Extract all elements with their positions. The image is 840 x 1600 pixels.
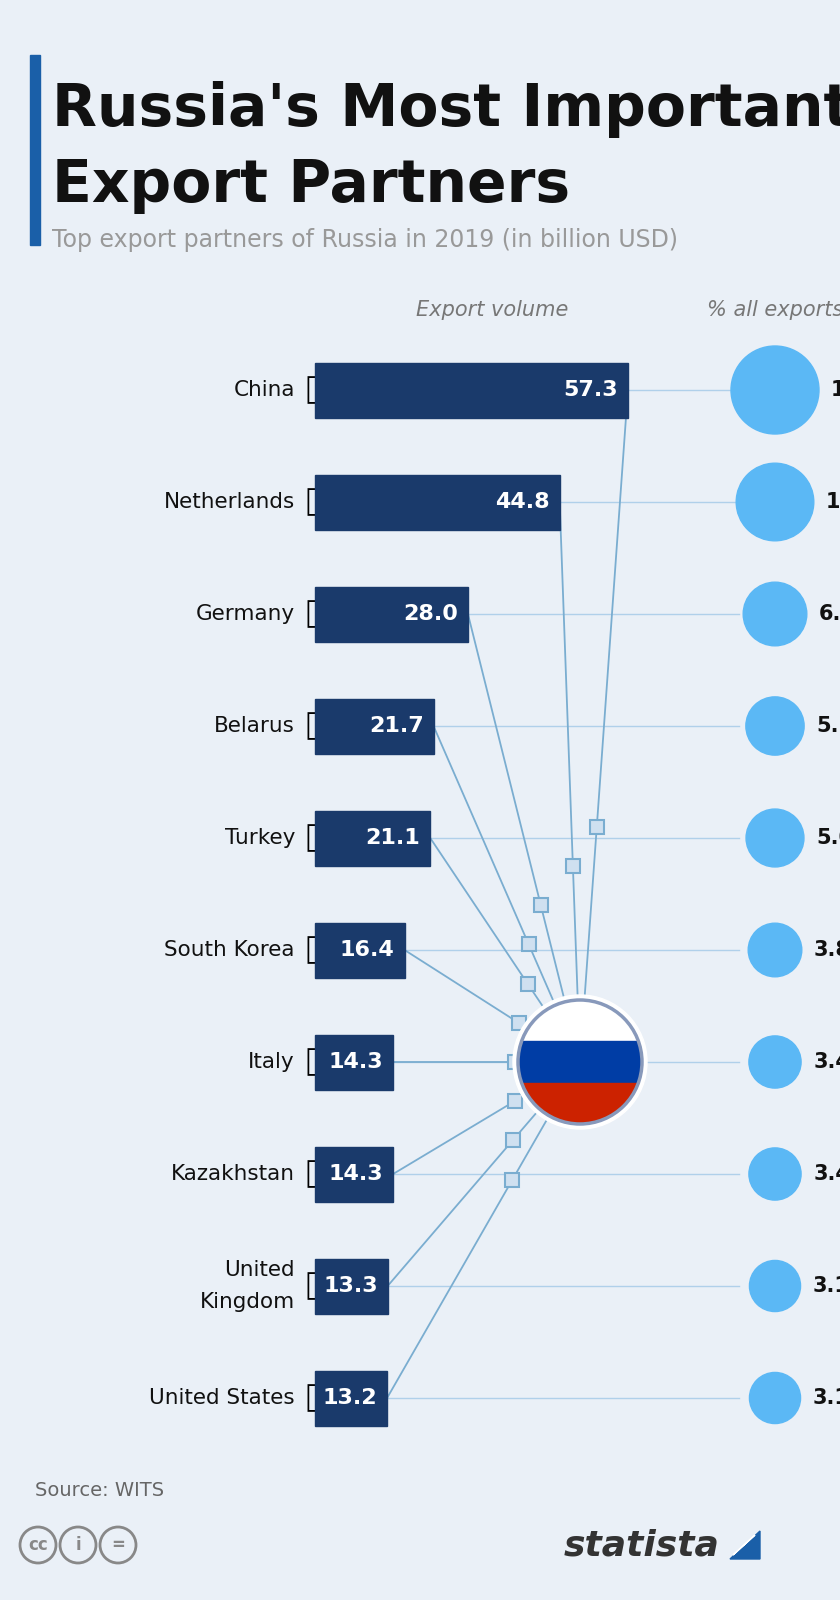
Text: 3.4: 3.4 <box>813 1053 840 1072</box>
Text: Germany: Germany <box>196 603 295 624</box>
Text: United States: United States <box>150 1387 295 1408</box>
Text: 🇧🇾: 🇧🇾 <box>305 712 342 741</box>
Text: 🇮🇹: 🇮🇹 <box>305 1048 342 1077</box>
Bar <box>315 363 628 418</box>
Text: Russia's Most Important: Russia's Most Important <box>52 82 840 139</box>
Circle shape <box>746 810 804 867</box>
Text: 10.5: 10.5 <box>826 493 840 512</box>
Text: Netherlands: Netherlands <box>164 493 295 512</box>
Bar <box>315 1371 387 1426</box>
Circle shape <box>749 1147 801 1200</box>
Bar <box>30 54 40 245</box>
Text: 14.3: 14.3 <box>328 1165 383 1184</box>
Text: 14.3: 14.3 <box>328 1053 383 1072</box>
Text: Top export partners of Russia in 2019 (in billion USD): Top export partners of Russia in 2019 (i… <box>52 227 678 251</box>
Bar <box>507 1094 522 1109</box>
Text: statista: statista <box>564 1528 720 1562</box>
Circle shape <box>749 1261 801 1312</box>
Text: Italy: Italy <box>249 1053 295 1072</box>
Text: China: China <box>234 379 295 400</box>
Circle shape <box>513 995 647 1130</box>
Text: 57.3: 57.3 <box>564 379 618 400</box>
Circle shape <box>749 1373 801 1424</box>
Text: Source: WITS: Source: WITS <box>35 1480 164 1499</box>
Bar <box>533 898 548 912</box>
Text: South Korea: South Korea <box>165 939 295 960</box>
Text: cc: cc <box>28 1536 48 1554</box>
Bar <box>315 475 559 530</box>
Text: 6.6: 6.6 <box>819 603 840 624</box>
Bar <box>518 998 642 1042</box>
Bar <box>506 1173 519 1187</box>
Text: 13.4: 13.4 <box>831 379 840 400</box>
Text: 5.0: 5.0 <box>816 829 840 848</box>
Bar <box>506 1133 520 1147</box>
Text: United: United <box>224 1261 295 1280</box>
Text: 🇩🇪: 🇩🇪 <box>305 600 342 629</box>
Circle shape <box>743 582 807 646</box>
Text: Export volume: Export volume <box>417 301 569 320</box>
Text: 🇹🇷: 🇹🇷 <box>305 824 342 853</box>
Text: =: = <box>111 1536 125 1554</box>
Polygon shape <box>733 1534 755 1555</box>
Circle shape <box>748 923 802 978</box>
Circle shape <box>731 346 819 434</box>
Text: 28.0: 28.0 <box>403 603 458 624</box>
Text: 3.1: 3.1 <box>812 1387 840 1408</box>
Text: 13.2: 13.2 <box>323 1387 377 1408</box>
Bar <box>315 923 405 978</box>
Text: 21.1: 21.1 <box>365 829 420 848</box>
Text: 44.8: 44.8 <box>495 493 549 512</box>
Text: Kazakhstan: Kazakhstan <box>171 1165 295 1184</box>
Bar <box>566 859 580 874</box>
Text: Turkey: Turkey <box>224 829 295 848</box>
Text: 🇺🇸: 🇺🇸 <box>305 1384 342 1413</box>
Text: 🇰🇿: 🇰🇿 <box>305 1160 342 1189</box>
Bar <box>512 1016 526 1030</box>
Text: Belarus: Belarus <box>214 717 295 736</box>
Circle shape <box>746 698 804 755</box>
Text: 16.4: 16.4 <box>340 939 395 960</box>
Text: 🇬🇧: 🇬🇧 <box>305 1272 342 1301</box>
Bar <box>590 819 604 834</box>
Text: 3.8: 3.8 <box>814 939 840 960</box>
Text: 5.1: 5.1 <box>816 717 840 736</box>
Polygon shape <box>730 1531 760 1558</box>
Bar <box>315 1035 393 1090</box>
Bar <box>518 1042 642 1083</box>
Text: Kingdom: Kingdom <box>200 1293 295 1312</box>
Text: 🇳🇱: 🇳🇱 <box>305 488 342 517</box>
Bar <box>518 1083 642 1123</box>
Bar <box>315 811 430 866</box>
Bar <box>315 699 433 754</box>
Bar <box>315 1147 393 1202</box>
Circle shape <box>749 1035 801 1088</box>
Bar <box>521 976 534 990</box>
Bar <box>507 1054 522 1069</box>
Text: % all exports: % all exports <box>707 301 840 320</box>
Text: 13.3: 13.3 <box>323 1277 378 1296</box>
Circle shape <box>736 462 814 541</box>
Text: 21.7: 21.7 <box>369 717 423 736</box>
Bar <box>315 1259 387 1314</box>
Text: i: i <box>76 1536 81 1554</box>
Bar <box>315 587 468 642</box>
Text: 3.4: 3.4 <box>813 1165 840 1184</box>
Text: 3.1: 3.1 <box>812 1277 840 1296</box>
Text: Export Partners: Export Partners <box>52 157 570 213</box>
Text: 🇨🇳: 🇨🇳 <box>305 376 342 405</box>
Text: 🇰🇷: 🇰🇷 <box>305 936 342 965</box>
Bar <box>522 938 536 952</box>
